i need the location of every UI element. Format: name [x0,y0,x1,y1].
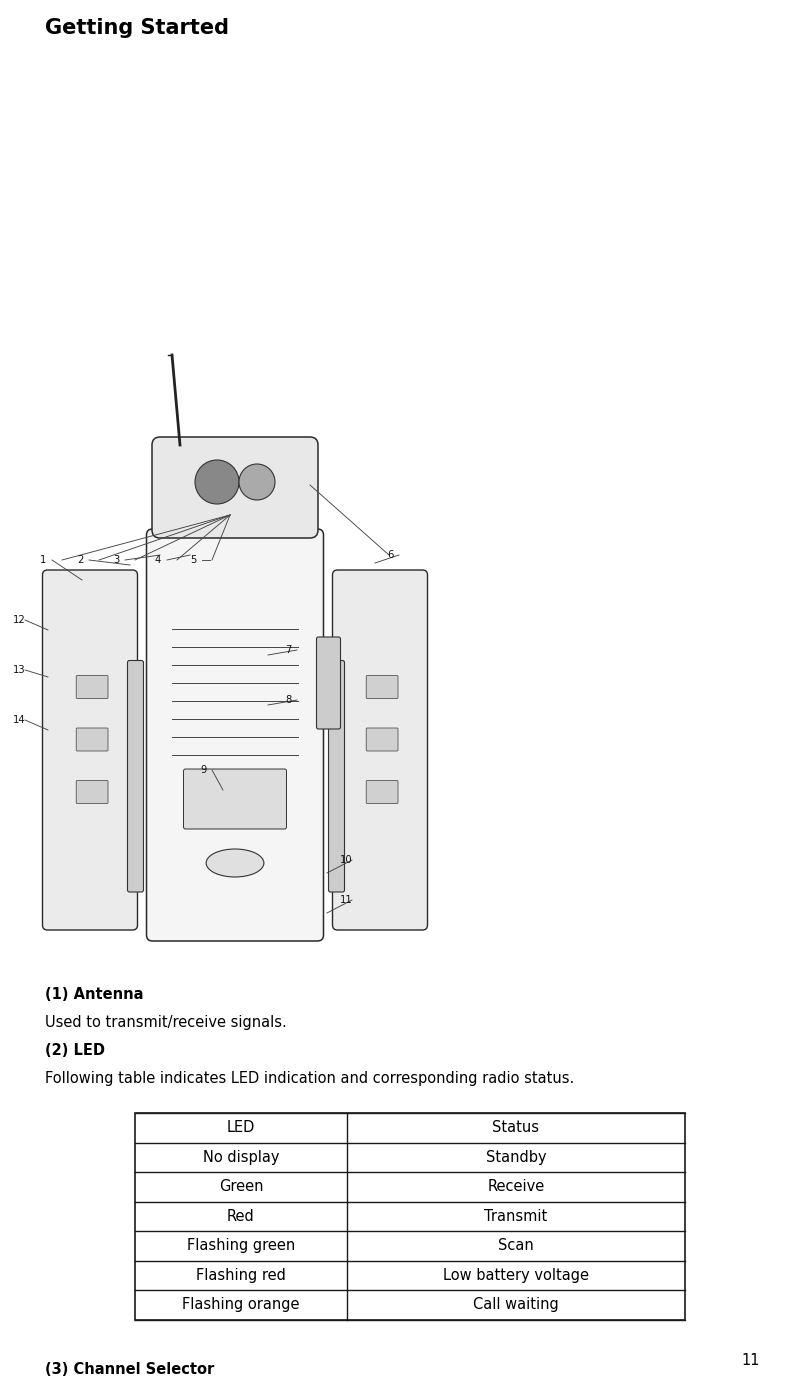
Text: (1) Antenna: (1) Antenna [45,987,143,1002]
FancyBboxPatch shape [127,660,143,892]
Text: Flashing orange: Flashing orange [182,1297,299,1312]
FancyBboxPatch shape [76,728,108,751]
Text: Flashing green: Flashing green [187,1238,295,1254]
Text: Standby: Standby [485,1150,546,1165]
Text: Used to transmit/receive signals.: Used to transmit/receive signals. [45,1015,287,1030]
Text: Flashing red: Flashing red [196,1268,286,1283]
Text: 5: 5 [190,555,196,564]
Text: Green: Green [219,1179,263,1194]
Ellipse shape [206,849,264,877]
Text: 3: 3 [113,555,119,564]
FancyBboxPatch shape [366,728,398,751]
FancyBboxPatch shape [184,769,287,828]
FancyBboxPatch shape [76,676,108,699]
Text: (3) Channel Selector: (3) Channel Selector [45,1361,214,1376]
Text: (2) LED: (2) LED [45,1042,105,1058]
Text: 11: 11 [741,1352,760,1368]
FancyBboxPatch shape [366,676,398,699]
Circle shape [239,464,275,500]
FancyBboxPatch shape [366,781,398,803]
Text: 11: 11 [340,895,353,905]
Text: 4: 4 [155,555,161,564]
FancyBboxPatch shape [76,781,108,803]
Text: 10: 10 [340,855,353,865]
Text: 1: 1 [40,555,47,564]
Bar [135,1113,685,1319]
FancyBboxPatch shape [147,530,324,941]
Text: 2: 2 [77,555,84,564]
FancyBboxPatch shape [332,570,427,930]
Text: 13: 13 [13,664,26,676]
Text: Call waiting: Call waiting [473,1297,559,1312]
FancyBboxPatch shape [316,637,341,728]
Text: Low battery voltage: Low battery voltage [443,1268,589,1283]
Text: 7: 7 [285,645,291,655]
Text: Red: Red [227,1209,254,1223]
Text: Scan: Scan [498,1238,534,1254]
FancyBboxPatch shape [43,570,138,930]
Text: 6: 6 [387,550,394,560]
Text: 12: 12 [13,614,26,626]
Text: Following table indicates LED indication and corresponding radio status.: Following table indicates LED indication… [45,1072,574,1086]
Text: 9: 9 [200,765,206,776]
Text: 14: 14 [13,714,26,726]
Text: Status: Status [493,1120,539,1136]
Text: LED: LED [227,1120,255,1136]
FancyBboxPatch shape [152,436,318,538]
Text: 8: 8 [285,695,291,705]
Text: Receive: Receive [487,1179,544,1194]
FancyBboxPatch shape [328,660,345,892]
Text: Transmit: Transmit [485,1209,547,1223]
Text: No display: No display [203,1150,279,1165]
Text: Getting Started: Getting Started [45,18,229,38]
Circle shape [195,460,239,505]
